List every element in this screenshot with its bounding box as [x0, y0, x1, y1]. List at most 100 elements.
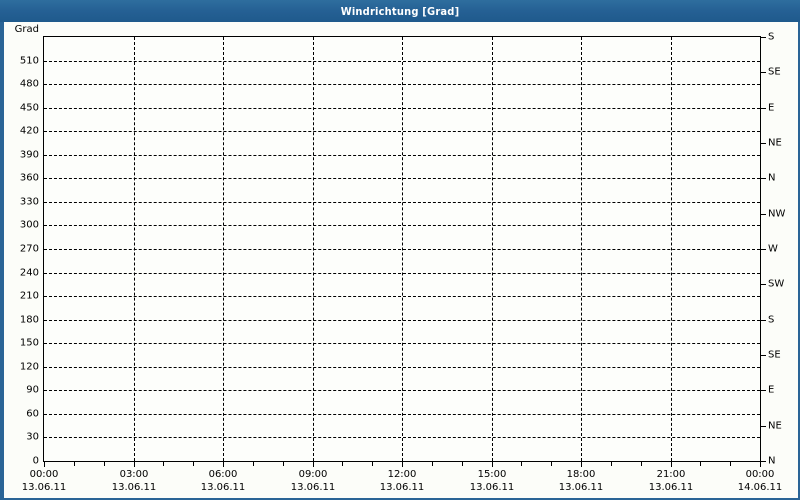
y-axis-right-tick	[761, 178, 766, 180]
x-axis-tick-label: 18:00 13.06.11	[559, 468, 604, 494]
y-axis-right-tick-label: E	[768, 102, 775, 114]
x-axis-tick-date: 13.06.11	[21, 482, 67, 493]
x-axis-major-tick	[134, 462, 135, 467]
x-axis-tick-date: 13.06.11	[379, 482, 425, 493]
x-axis-major-tick	[223, 462, 224, 467]
y-axis-right-tick-label: N	[768, 172, 776, 184]
y-axis-right-tick-label: S	[768, 31, 775, 43]
y-axis-right-tick	[761, 72, 766, 74]
x-axis-major-tick	[581, 462, 582, 467]
x-axis: 00:00 13.06.11 03:00 13.06.11 06:00 13.06.11 0…	[22, 462, 782, 498]
y-axis-right-tick-label: SE	[768, 66, 781, 78]
x-axis-tick-time: 06:00	[208, 469, 238, 480]
x-axis-tick-time: 21:00	[656, 469, 686, 480]
x-axis-tick-date: 13.06.11	[558, 482, 604, 493]
y-axis-left-tick-label: 90	[26, 384, 39, 396]
y-axis-right-tick	[761, 107, 766, 109]
x-axis-tick-label: 12:00 13.06.11	[380, 468, 425, 494]
x-axis-minor-tick	[342, 462, 343, 466]
x-axis-tick-time: 00:00	[29, 469, 59, 480]
x-axis-tick-label: 00:00 14.06.11	[738, 468, 783, 494]
x-axis-tick-time: 12:00	[387, 469, 417, 480]
x-axis-minor-tick	[163, 462, 164, 466]
x-axis-tick-label: 03:00 13.06.11	[112, 468, 157, 494]
y-axis-left-tick-label: 60	[26, 408, 39, 420]
y-axis-right-tick	[761, 249, 766, 250]
x-axis-tick-date: 14.06.11	[737, 482, 783, 493]
x-axis-minor-tick	[193, 462, 194, 466]
y-axis-left-tick-label: 450	[19, 102, 39, 114]
y-axis-right-tick	[761, 37, 766, 38]
x-axis-minor-tick	[372, 462, 373, 466]
grid-line-vertical	[581, 37, 582, 461]
x-axis-tick-time: 15:00	[477, 469, 507, 480]
grid-line-vertical	[223, 37, 224, 461]
y-axis-right-tick	[761, 213, 766, 215]
grid-line-vertical	[134, 37, 135, 461]
x-axis-minor-tick	[521, 462, 522, 466]
x-axis-minor-tick	[283, 462, 284, 466]
x-axis-minor-tick	[462, 462, 463, 466]
y-axis-right-tick-label: NE	[768, 420, 782, 432]
y-axis-right-tick-label: SE	[768, 349, 781, 361]
x-axis-minor-tick	[74, 462, 75, 466]
y-axis-left-tick-label: 300	[19, 219, 39, 231]
x-axis-tick-time: 18:00	[566, 469, 596, 480]
y-axis-right-tick	[761, 425, 766, 427]
y-axis-right-compass: N NE E SE S SW W NW N NE E SE S	[761, 32, 799, 467]
x-axis-major-tick	[402, 462, 403, 467]
y-axis-right-tick	[761, 319, 766, 321]
grid-line-vertical	[402, 37, 403, 461]
y-axis-left-tick-label: 360	[19, 172, 39, 184]
x-axis-tick-label: 15:00 13.06.11	[470, 468, 515, 494]
grid-line-vertical	[313, 37, 314, 461]
x-axis-tick-date: 13.06.11	[648, 482, 694, 493]
x-axis-minor-tick	[551, 462, 552, 466]
x-axis-minor-tick	[730, 462, 731, 466]
y-axis-left-tick-label: 390	[19, 149, 39, 161]
y-axis-left-tick-label: 270	[19, 243, 39, 255]
y-axis-left-tick-label: 150	[19, 337, 39, 349]
y-axis-right-tick-label: NE	[768, 137, 782, 149]
y-axis-left-tick-label: 240	[19, 267, 39, 279]
window-titlebar: Windrichtung [Grad]	[0, 0, 800, 22]
x-axis-major-tick	[313, 462, 314, 467]
plot-area[interactable]	[43, 36, 761, 462]
x-axis-minor-tick	[253, 462, 254, 466]
y-axis-left-tick-label: 120	[19, 361, 39, 373]
x-axis-minor-tick	[432, 462, 433, 466]
x-axis-tick-label: 00:00 13.06.11	[22, 468, 67, 494]
y-axis-right-tick-label: S	[768, 314, 775, 326]
y-axis-right-tick-label: E	[768, 384, 775, 396]
x-axis-minor-tick	[641, 462, 642, 466]
y-axis-left-tick-label: 330	[19, 196, 39, 208]
x-axis-major-tick	[44, 462, 45, 467]
y-axis-unit-label: Grad	[14, 24, 39, 35]
y-axis-right-tick	[761, 284, 766, 286]
x-axis-minor-tick	[611, 462, 612, 466]
x-axis-tick-date: 13.06.11	[200, 482, 246, 493]
x-axis-minor-tick	[104, 462, 105, 466]
x-axis-tick-label: 09:00 13.06.11	[291, 468, 336, 494]
x-axis-major-tick	[760, 462, 761, 467]
y-axis-right-tick	[761, 143, 766, 144]
x-axis-tick-date: 13.06.11	[469, 482, 515, 493]
window-title: Windrichtung [Grad]	[340, 4, 460, 18]
x-axis-tick-label: 21:00 13.06.11	[649, 468, 694, 494]
x-axis-tick-time: 03:00	[119, 469, 149, 480]
y-axis-right-tick-label: SW	[768, 278, 785, 290]
y-axis-left-tick-label: 510	[19, 55, 39, 67]
x-axis-tick-time: 00:00	[745, 469, 775, 480]
grid-line-vertical	[671, 37, 672, 461]
y-axis-left-tick-label: 420	[19, 125, 39, 137]
y-axis-left-tick-label: 0	[32, 455, 39, 467]
x-axis-tick-date: 13.06.11	[290, 482, 336, 493]
grid-line-vertical	[492, 37, 493, 461]
y-axis-right-tick	[761, 461, 766, 462]
y-axis-left-tick-label: 210	[19, 290, 39, 302]
y-axis-left-tick-label: 180	[19, 314, 39, 326]
x-axis-tick-time: 09:00	[298, 469, 328, 480]
y-axis-right-tick	[761, 390, 766, 392]
chart-area: Grad 0 30 60 90 120 150 180 210 240 270 300 330 360 3…	[4, 22, 798, 498]
